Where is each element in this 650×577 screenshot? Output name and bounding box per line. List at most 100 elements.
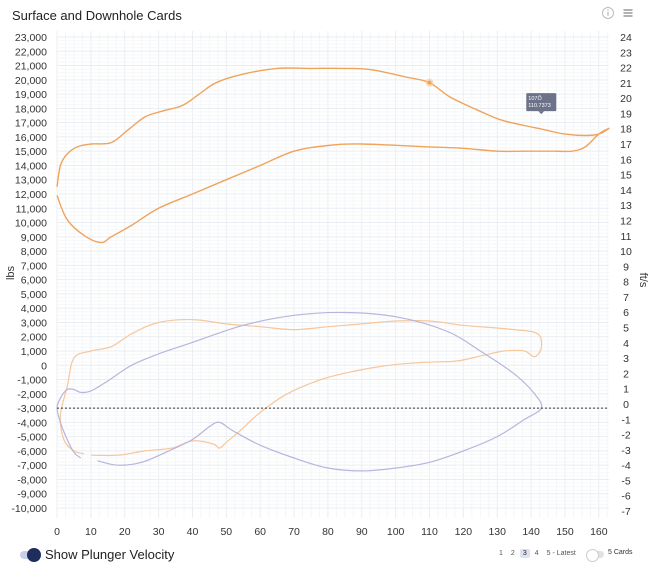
y-tick-label: 12,000 [15, 189, 47, 201]
chart-grid [56, 31, 609, 518]
x-tick-label: 140 [522, 526, 540, 538]
y2-tick-label: 2 [623, 368, 629, 380]
y-tick-label: 22,000 [15, 46, 47, 58]
page-link[interactable]: 2 [510, 550, 515, 557]
page-link[interactable]: 3 [519, 549, 530, 558]
y2-axis-label: ft/s [637, 273, 649, 288]
y2-tick-label: 15 [620, 170, 632, 182]
y2-tick-label: 21 [620, 78, 632, 90]
tooltip-line: 110.7373 [528, 103, 551, 109]
y2-tick-label: 12 [620, 215, 632, 227]
toggle-knob [586, 549, 599, 562]
y-tick-label: 6,000 [21, 275, 47, 287]
plunger-velocity-toggle[interactable] [20, 548, 41, 562]
y2-tick-label: 0 [623, 399, 629, 411]
x-axis: 0 10 20 30 40 50 60 70 80 90 100 110 120 130 140 150 160 [54, 526, 608, 538]
y-axis-left: 23,000 22,000 21,000 20,000 19,000 18,000 17,0… [11, 32, 47, 515]
tooltip-box [526, 93, 557, 112]
y2-tick-label: 19 [620, 108, 632, 120]
x-tick-label: 110 [421, 526, 438, 538]
x-tick-label: 150 [556, 526, 574, 538]
y-tick-label: 10,000 [15, 218, 47, 230]
y2-tick-label: 6 [623, 307, 629, 319]
y-tick-label: -6,000 [17, 446, 47, 458]
x-tick-label: 130 [488, 526, 506, 538]
y2-tick-label: -4 [621, 460, 630, 472]
x-tick-label: 30 [153, 526, 165, 538]
y-tick-label: 18,000 [15, 103, 47, 115]
y-tick-label: 5,000 [21, 289, 47, 301]
y-axis-right: 2423222120191817161514131211109876543210… [620, 32, 632, 518]
y2-tick-label: 18 [620, 124, 632, 136]
y-tick-label: 20,000 [15, 75, 47, 87]
y-tick-label: -7,000 [17, 460, 47, 472]
y-tick-label: 23,000 [15, 32, 47, 44]
tooltip-arrow [538, 111, 545, 115]
y-tick-label: -8,000 [17, 474, 47, 486]
y-tick-label: 21,000 [15, 61, 47, 73]
y-tick-label: 19,000 [15, 89, 47, 101]
y2-tick-label: -2 [621, 430, 630, 442]
toggle-knob [27, 548, 41, 562]
y-tick-label: 1,000 [21, 346, 47, 358]
x-tick-label: 160 [590, 526, 608, 538]
y2-tick-label: 3 [623, 353, 629, 365]
y2-tick-label: 7 [623, 292, 629, 304]
y-tick-label: 15,000 [15, 146, 47, 158]
y2-tick-label: 20 [620, 93, 632, 105]
x-tick-label: 100 [387, 526, 405, 538]
page-link[interactable]: 4 [534, 550, 539, 557]
page-link[interactable]: 1 [499, 550, 503, 557]
hamburger-menu-icon[interactable] [621, 6, 635, 20]
y-tick-label: 14,000 [15, 160, 47, 172]
y-tick-label: 11,000 [16, 203, 47, 215]
y2-tick-label: 24 [620, 32, 632, 44]
hover-point [427, 80, 432, 85]
y2-tick-label: -5 [621, 475, 630, 487]
y-tick-label: 8,000 [21, 246, 47, 258]
series-line [56, 67, 610, 244]
chart-title: Surface and Downhole Cards [12, 8, 182, 23]
y-tick-label: -3,000 [17, 403, 47, 415]
x-tick-label: 0 [54, 526, 60, 538]
surface-downhole-chart: 23,00022,00021,00020,00019,00018,00017,0… [5, 31, 649, 538]
y2-tick-label: 4 [623, 338, 629, 350]
info-circle-icon[interactable] [601, 6, 615, 20]
y-tick-label: 17,000 [15, 118, 47, 130]
x-tick-label: 90 [356, 526, 368, 538]
five-cards-toggle[interactable] [586, 549, 604, 562]
y2-tick-label: 8 [623, 277, 629, 289]
y-tick-label: 2,000 [21, 332, 47, 344]
y2-tick-label: 17 [620, 139, 632, 151]
series-line [59, 318, 543, 457]
y-tick-label: -2,000 [17, 389, 47, 401]
y-tick-label: 4,000 [21, 303, 47, 315]
tooltip-line: 107Ŏ [528, 95, 542, 102]
y2-tick-label: 5 [623, 323, 629, 335]
x-tick-label: 50 [220, 526, 232, 538]
y-tick-label: 0 [41, 360, 47, 372]
x-tick-label: 80 [322, 526, 334, 538]
x-tick-label: 40 [187, 526, 199, 538]
y2-tick-label: 13 [620, 200, 632, 212]
y-axis-label: lbs [5, 265, 17, 280]
y-tick-label: -9,000 [17, 489, 47, 501]
x-tick-label: 120 [455, 526, 473, 538]
y-tick-label: -10,000 [11, 503, 47, 515]
y2-tick-label: -7 [621, 506, 630, 518]
series-line [56, 311, 543, 472]
y2-tick-label: -6 [621, 491, 630, 503]
chart-series [56, 67, 610, 472]
y2-tick-label: -3 [621, 445, 630, 457]
x-tick-label: 70 [288, 526, 300, 538]
y-tick-label: -4,000 [17, 417, 47, 429]
page-link[interactable]: 5 - Latest [546, 550, 576, 557]
y2-tick-label: 16 [620, 154, 632, 166]
y-tick-label: -1,000 [17, 375, 47, 387]
plot-area [57, 31, 609, 518]
x-tick-label: 20 [119, 526, 131, 538]
x-tick-label: 10 [85, 526, 97, 538]
